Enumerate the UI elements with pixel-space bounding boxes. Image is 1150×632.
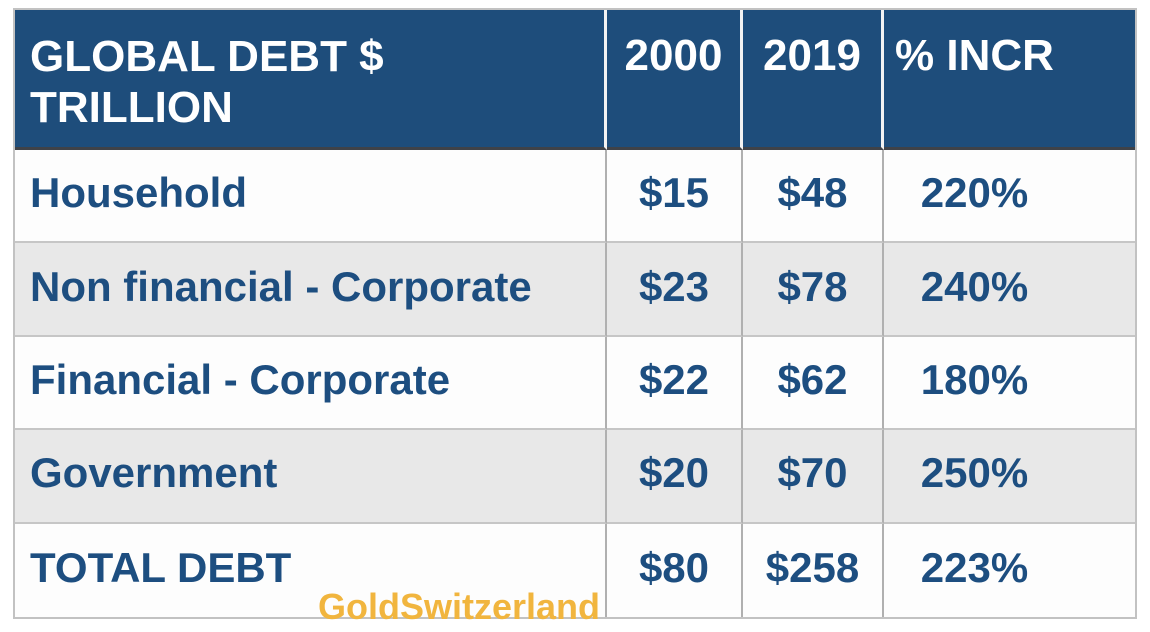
global-debt-table: GLOBAL DEBT $ TRILLION 2000 2019 % INCR … — [13, 8, 1137, 619]
column-header-2000: 2000 — [607, 10, 743, 150]
row-label: TOTAL DEBT — [15, 523, 607, 617]
row-label: Financial - Corporate — [15, 336, 607, 431]
column-header-pct-incr: % INCR — [884, 10, 1135, 150]
table-row-household: Household $15 $48 220% — [15, 150, 1135, 244]
row-label: Non financial - Corporate — [15, 243, 607, 337]
value-2000: $15 — [607, 150, 743, 244]
table-row-government: Government $20 $70 250% — [15, 430, 1135, 524]
column-header-category: GLOBAL DEBT $ TRILLION — [15, 10, 607, 150]
value-pct-incr: 240% — [884, 243, 1135, 337]
table-header: GLOBAL DEBT $ TRILLION 2000 2019 % INCR — [15, 10, 1135, 150]
value-2000: $22 — [607, 336, 743, 431]
table-row-financial-corporate: Financial - Corporate $22 $62 180% — [15, 336, 1135, 431]
table-body: Household $15 $48 220% Non financial - C… — [15, 150, 1135, 617]
value-pct-incr: 180% — [884, 336, 1135, 431]
column-header-category-label: GLOBAL DEBT $ TRILLION — [30, 32, 384, 133]
value-2019: $70 — [743, 430, 884, 524]
table-row-non-financial-corporate: Non financial - Corporate $23 $78 240% — [15, 243, 1135, 337]
global-debt-figure: GLOBAL DEBT $ TRILLION 2000 2019 % INCR … — [13, 8, 1137, 627]
value-2019: $78 — [743, 243, 884, 337]
value-2000: $80 — [607, 523, 743, 617]
table-row-total-debt: TOTAL DEBT $80 $258 223% — [15, 523, 1135, 617]
value-2000: $20 — [607, 430, 743, 524]
value-pct-incr: 223% — [884, 523, 1135, 617]
value-2000: $23 — [607, 243, 743, 337]
value-pct-incr: 220% — [884, 150, 1135, 244]
row-label: Government — [15, 430, 607, 524]
row-label: Household — [15, 150, 607, 244]
value-2019: $48 — [743, 150, 884, 244]
column-header-2019: 2019 — [743, 10, 884, 150]
value-2019: $62 — [743, 336, 884, 431]
value-pct-incr: 250% — [884, 430, 1135, 524]
header-row: GLOBAL DEBT $ TRILLION 2000 2019 % INCR — [15, 10, 1135, 150]
value-2019: $258 — [743, 523, 884, 617]
